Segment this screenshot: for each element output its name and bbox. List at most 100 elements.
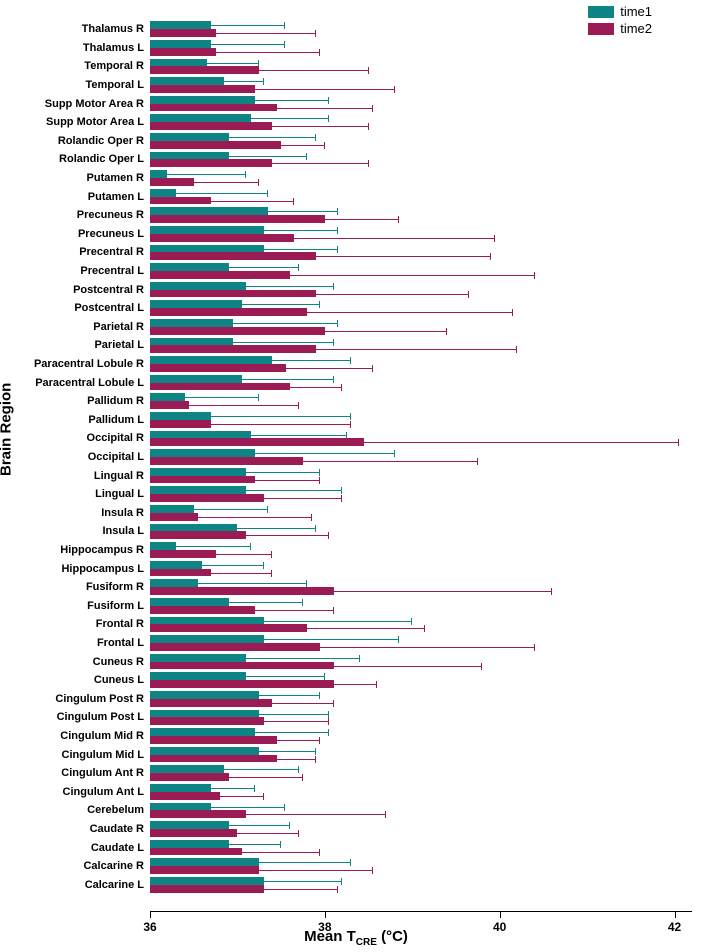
error-bar-time2 xyxy=(198,517,312,518)
region-label: Fusiform R xyxy=(86,581,150,593)
x-tick xyxy=(500,912,501,918)
error-bar-time2 xyxy=(334,666,483,667)
region-row: Supp Motor Area R xyxy=(150,94,692,113)
bar-time1 xyxy=(150,654,246,662)
error-bar-time2 xyxy=(325,219,399,220)
error-bar-time1 xyxy=(268,211,338,212)
error-bar-time2 xyxy=(194,182,260,183)
region-label: Temporal R xyxy=(84,60,150,72)
region-label: Lingual R xyxy=(94,470,150,482)
bar-time1 xyxy=(150,152,229,160)
bar-time1 xyxy=(150,207,268,215)
error-bar-time1 xyxy=(246,286,333,287)
error-bar-time2 xyxy=(320,647,534,648)
bar-time2 xyxy=(150,420,211,428)
error-bar-time2 xyxy=(211,573,272,574)
region-label: Thalamus R xyxy=(82,23,150,35)
bar-time1 xyxy=(150,486,246,494)
bar-time1 xyxy=(150,319,233,327)
error-bar-time1 xyxy=(242,304,321,305)
region-label: Cuneus R xyxy=(93,656,150,668)
bar-time1 xyxy=(150,858,259,866)
region-row: Lingual L xyxy=(150,485,692,504)
bar-time2 xyxy=(150,848,242,856)
region-row: Calcarine L xyxy=(150,876,692,895)
bar-time2 xyxy=(150,736,277,744)
error-bar-time2 xyxy=(264,721,330,722)
region-row: Hippocampus L xyxy=(150,559,692,578)
error-bar-time2 xyxy=(281,145,325,146)
error-bar-time2 xyxy=(264,498,343,499)
region-row: Thalamus R xyxy=(150,20,692,39)
region-label: Lingual L xyxy=(95,488,150,500)
error-bar-time1 xyxy=(255,100,329,101)
bar-time2 xyxy=(150,197,211,205)
error-bar-time1 xyxy=(211,44,285,45)
error-bar-time1 xyxy=(264,230,338,231)
region-row: Parietal L xyxy=(150,336,692,355)
error-bar-time2 xyxy=(216,52,321,53)
error-bar-time1 xyxy=(264,621,413,622)
region-label: Cerebelum xyxy=(87,804,150,816)
region-row: Precuneus R xyxy=(150,206,692,225)
bar-time1 xyxy=(150,59,207,67)
region-label: Putamen L xyxy=(88,191,150,203)
error-bar-time2 xyxy=(189,405,298,406)
region-label: Precentral R xyxy=(79,246,150,258)
error-bar-time1 xyxy=(202,565,263,566)
plot-area: 36384042Thalamus RThalamus LTemporal RTe… xyxy=(150,20,692,912)
error-bar-time2 xyxy=(272,703,333,704)
bar-time1 xyxy=(150,765,224,773)
region-label: Parietal R xyxy=(93,321,150,333)
bar-time1 xyxy=(150,77,224,85)
bar-time1 xyxy=(150,449,255,457)
error-bar-time2 xyxy=(255,480,321,481)
region-row: Parietal R xyxy=(150,318,692,337)
error-bar-time1 xyxy=(211,25,285,26)
legend-label-time1: time1 xyxy=(620,4,652,19)
bar-time2 xyxy=(150,755,277,763)
region-label: Cuneus L xyxy=(94,674,150,686)
region-row: Caudate R xyxy=(150,820,692,839)
error-bar-time1 xyxy=(246,658,360,659)
bar-time2 xyxy=(150,624,307,632)
bar-time1 xyxy=(150,821,229,829)
bar-time2 xyxy=(150,122,272,130)
x-tick-label: 40 xyxy=(493,920,506,934)
x-tick xyxy=(150,912,151,918)
x-axis-line xyxy=(150,911,692,912)
region-row: Precentral L xyxy=(150,262,692,281)
bar-time1 xyxy=(150,300,242,308)
error-bar-time2 xyxy=(294,238,495,239)
bar-time2 xyxy=(150,587,334,595)
error-bar-time1 xyxy=(185,397,259,398)
region-row: Temporal R xyxy=(150,57,692,76)
x-tick xyxy=(675,912,676,918)
region-row: Postcentral L xyxy=(150,299,692,318)
error-bar-time1 xyxy=(229,825,290,826)
region-row: Postcentral R xyxy=(150,280,692,299)
x-tick xyxy=(325,912,326,918)
region-row: Cuneus R xyxy=(150,652,692,671)
error-bar-time1 xyxy=(224,81,263,82)
error-bar-time2 xyxy=(307,628,425,629)
region-row: Precentral R xyxy=(150,243,692,262)
y-axis-title: Brain Region xyxy=(0,383,15,476)
bar-time2 xyxy=(150,717,264,725)
region-row: Frontal R xyxy=(150,615,692,634)
x-tick-label: 38 xyxy=(318,920,331,934)
bar-time2 xyxy=(150,271,290,279)
error-bar-time1 xyxy=(246,490,342,491)
region-label: Pallidum L xyxy=(88,414,150,426)
bar-time1 xyxy=(150,356,272,364)
error-bar-time2 xyxy=(211,424,351,425)
error-bar-time2 xyxy=(255,610,334,611)
region-row: Hippocampus R xyxy=(150,541,692,560)
error-bar-time2 xyxy=(364,442,679,443)
region-label: Postcentral L xyxy=(74,302,150,314)
region-row: Lingual R xyxy=(150,466,692,485)
chart-container: time1 time2 Brain Region Mean TCRE (°C) … xyxy=(0,0,712,952)
bar-time1 xyxy=(150,21,211,29)
error-bar-time2 xyxy=(286,368,373,369)
bar-time1 xyxy=(150,710,259,718)
